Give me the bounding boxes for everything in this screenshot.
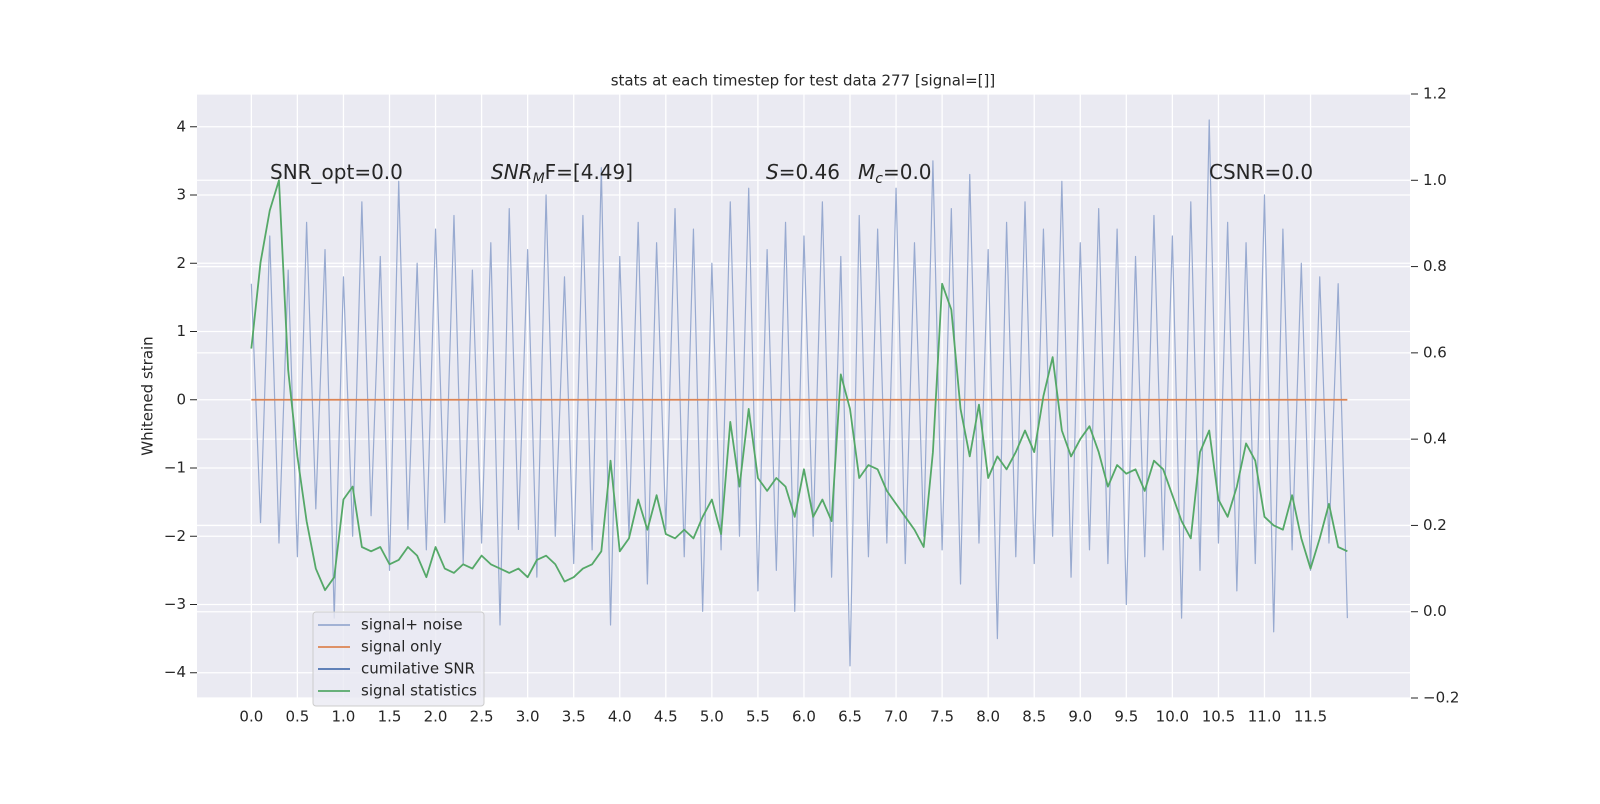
x-tick-label: 2.0: [424, 708, 448, 726]
y2-tick-label: 0.4: [1423, 430, 1447, 448]
x-tick-label: 4.0: [608, 708, 632, 726]
x-tick-label: 5.0: [700, 708, 724, 726]
legend: signal+ noise signal only cumilative SNR si…: [312, 611, 485, 707]
x-tick-label: 9.0: [1068, 708, 1092, 726]
annotation-part: =0.46: [779, 160, 840, 184]
x-tick-label: 10.5: [1202, 708, 1235, 726]
y-tick-label: 0: [176, 390, 186, 408]
annotations: SNR_opt=0.0 SNRMF=[4.49] S=0.46 Mc=0.0 CSNR=…: [270, 160, 1313, 188]
x-tick-label: 6.5: [838, 708, 862, 726]
y-tick-label: −3: [164, 595, 186, 613]
y2-tick-label: 0.0: [1423, 602, 1447, 620]
y2-tick-label: −0.2: [1423, 689, 1459, 707]
legend-label: cumilative SNR: [361, 660, 475, 678]
y-tick-label: 1: [176, 322, 186, 340]
y2-tick-label: 1.2: [1423, 85, 1447, 103]
annotation-part: c: [875, 171, 883, 187]
annotation: Mc=0.0: [858, 160, 932, 188]
legend-label: signal only: [361, 638, 442, 656]
annotation-part: SNR_opt=0.0: [270, 160, 403, 184]
x-tick-label: 7.5: [930, 708, 954, 726]
x-tick-label: 11.5: [1294, 708, 1327, 726]
x-tick-label: 0.5: [285, 708, 309, 726]
annotation-part: CSNR=0.0: [1209, 160, 1313, 184]
annotation-part: SNR: [491, 160, 533, 184]
y-tick-label: 3: [176, 186, 186, 204]
annotation: S=0.46: [766, 160, 840, 184]
legend-box: [312, 611, 485, 707]
legend-label: signal+ noise: [361, 616, 463, 634]
annotation-part: =0.0: [883, 160, 932, 184]
y-tick-label: 4: [176, 117, 186, 135]
annotation: SNRMF=[4.49]: [491, 160, 633, 188]
x-tick-label: 11.0: [1248, 708, 1281, 726]
x-tick-label: 10.0: [1156, 708, 1189, 726]
x-tick-label: 7.0: [884, 708, 908, 726]
x-tick-label: 3.0: [516, 708, 540, 726]
x-tick-label: 8.5: [1022, 708, 1046, 726]
x-tick-label: 1.0: [332, 708, 356, 726]
annotation: CSNR=0.0: [1209, 160, 1313, 184]
y-tick-label: 2: [176, 254, 186, 272]
series-line: [250, 119, 1348, 667]
annotation-part: S: [766, 160, 779, 184]
x-tick-label: 9.5: [1114, 708, 1138, 726]
legend-label: signal statistics: [361, 682, 477, 700]
y-axis-label: Whitened strain: [139, 336, 157, 455]
x-tick-label: 4.5: [654, 708, 678, 726]
x-tick-label: 2.5: [470, 708, 494, 726]
y2-tick-label: 1.0: [1423, 171, 1447, 189]
annotation-part: M: [533, 171, 545, 187]
x-tick-label: 1.5: [378, 708, 402, 726]
y2-tick-label: 0.6: [1423, 343, 1447, 361]
series-line: [250, 179, 1348, 592]
y-tick-label: −4: [164, 663, 186, 681]
lines: [250, 119, 1348, 667]
x-tick-label: 6.0: [792, 708, 816, 726]
annotation-part: M: [858, 160, 875, 184]
y2-tick-label: 0.2: [1423, 516, 1447, 534]
x-tick-label: 5.5: [746, 708, 770, 726]
annotation-part: F=[4.49]: [545, 160, 633, 184]
x-tick-label: 8.0: [976, 708, 1000, 726]
y2-tick-label: 0.8: [1423, 257, 1447, 275]
y-tick-label: −2: [164, 527, 186, 545]
x-tick-label: 0.0: [239, 708, 263, 726]
annotation: SNR_opt=0.0: [270, 160, 403, 184]
chart-title: stats at each timestep for test data 277…: [611, 72, 996, 90]
x-tick-label: 3.5: [562, 708, 586, 726]
y-tick-label: −1: [164, 459, 186, 477]
